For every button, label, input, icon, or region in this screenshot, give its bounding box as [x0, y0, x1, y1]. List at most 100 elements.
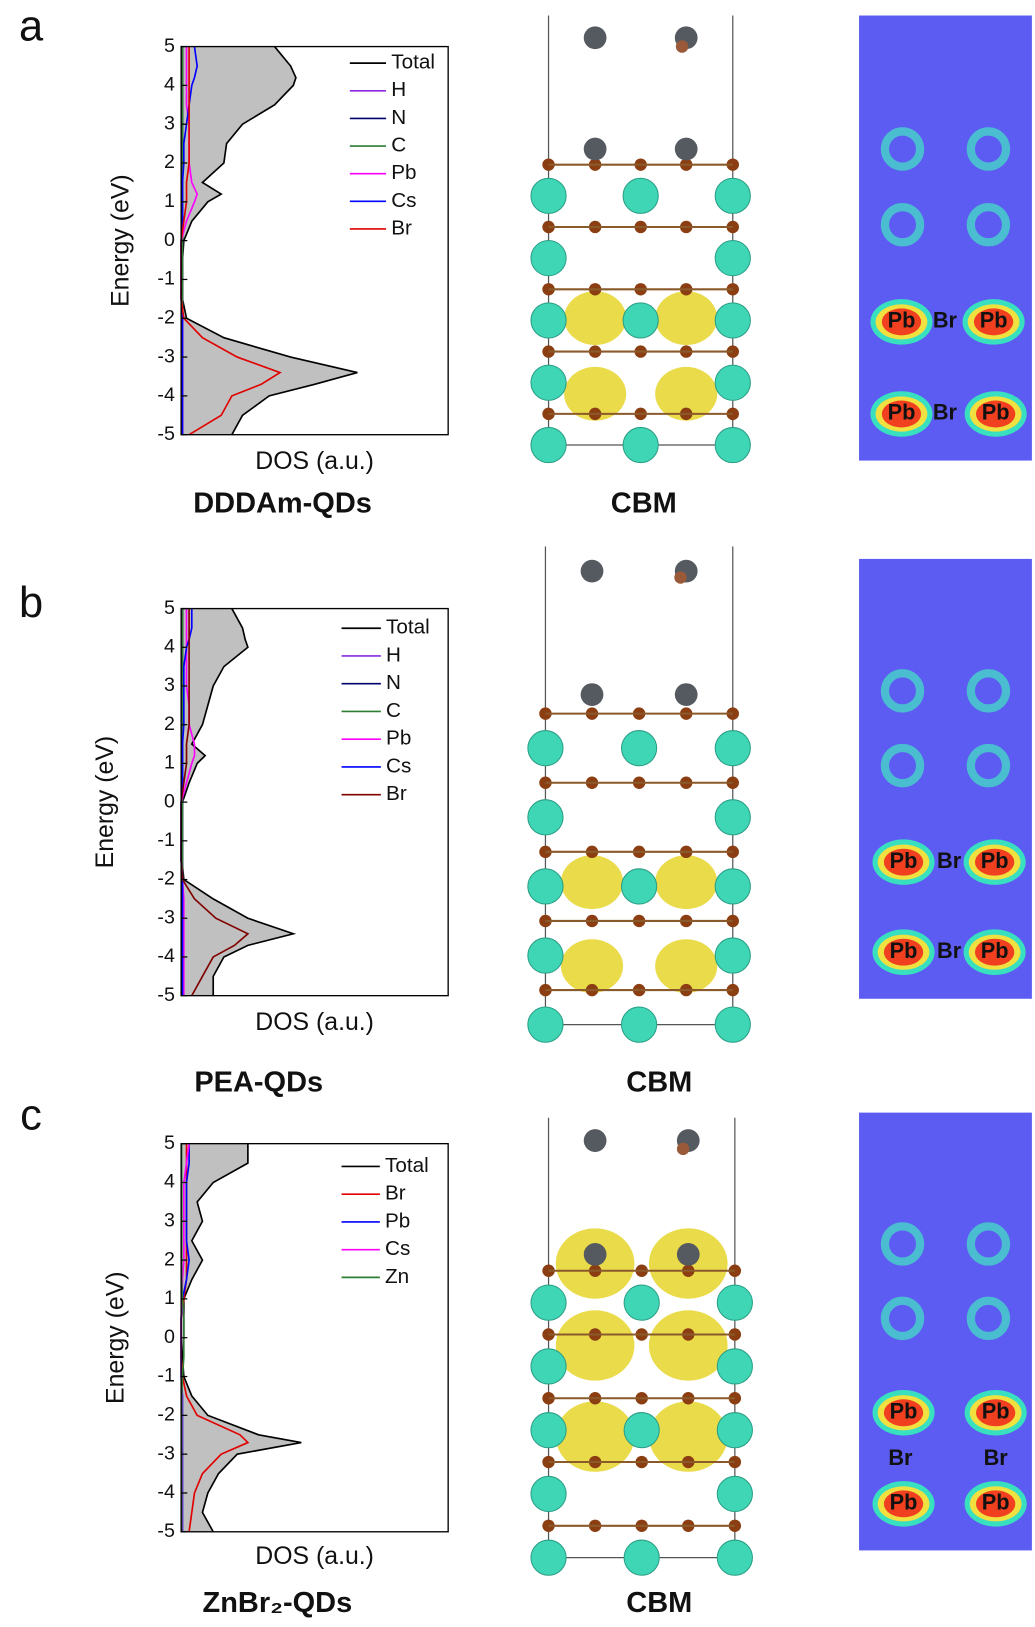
cs-atom [531, 365, 566, 400]
cs-atom [623, 427, 658, 462]
structure-caption: CBM [611, 488, 677, 520]
y-tick-label: -5 [157, 1520, 175, 1542]
y-tick-label: -4 [157, 384, 175, 406]
cs-atom [622, 1007, 657, 1042]
y-tick-label: -3 [157, 345, 175, 367]
cs-atom [715, 365, 750, 400]
legend-label: Cs [386, 754, 411, 777]
cs-atom [528, 938, 563, 973]
legend-label: Total [385, 1154, 429, 1177]
cs-atom [528, 1007, 563, 1042]
legend-label: C [386, 699, 401, 722]
cs-atom [623, 303, 658, 338]
cs-atom [624, 1413, 659, 1448]
y-tick-label: 2 [164, 1248, 175, 1270]
y-tick-label: 1 [164, 752, 175, 774]
legend-label: H [391, 78, 406, 101]
cs-atom [717, 1349, 752, 1384]
y-tick-label: 4 [164, 74, 175, 96]
legend-label: H [386, 643, 401, 666]
y-tick-label: 4 [164, 635, 175, 657]
cs-atom [531, 178, 566, 213]
cs-atom [717, 1285, 752, 1320]
legend-label: Pb [385, 1209, 410, 1232]
cs-atom [531, 303, 566, 338]
map-label: Pb [981, 938, 1009, 963]
cs-atom [715, 731, 750, 766]
map-label: Pb [888, 400, 916, 425]
map-label: Br [984, 1445, 1009, 1470]
y-tick-label: 5 [164, 35, 175, 57]
legend-label: Br [391, 216, 412, 239]
figure: aTotalHNCPbCsBr-5-4-3-2-1012345Energy (e… [0, 0, 1035, 1627]
cs-atom [715, 178, 750, 213]
map-label: Pb [982, 1398, 1010, 1423]
cs-atom [717, 1540, 752, 1575]
ligand-atom [676, 40, 688, 52]
charge-density [561, 855, 623, 909]
cs-atom [531, 1413, 566, 1448]
map-label: Pb [980, 308, 1008, 333]
x-axis-label: DOS (a.u.) [255, 448, 374, 475]
map-label: Pb [981, 848, 1009, 873]
legend-label: Total [386, 616, 430, 639]
map-label: Pb [982, 1490, 1010, 1515]
plot-frame [181, 1144, 448, 1532]
y-tick-label: -3 [157, 906, 175, 928]
y-axis-label: Energy (eV) [103, 1271, 130, 1403]
map-label: Pb [890, 1490, 918, 1515]
map-label: Br [937, 938, 962, 963]
charge-density [556, 1310, 635, 1380]
cs-atom [715, 1007, 750, 1042]
cs-atom [624, 1285, 659, 1320]
cs-atom [531, 1476, 566, 1511]
pb-atom [584, 1243, 607, 1266]
map-label: Br [888, 1445, 913, 1470]
y-tick-label: 1 [164, 1287, 175, 1309]
pb-atom [677, 1243, 700, 1266]
x-axis-label: DOS (a.u.) [255, 1009, 374, 1036]
y-tick-label: 2 [164, 151, 175, 173]
cs-atom [715, 427, 750, 462]
total-dos-fill [181, 1144, 301, 1532]
page: {"chart_data": [ {"type": "line", "panel… [0, 0, 1035, 1627]
legend-label: C [391, 134, 406, 157]
y-tick-label: -4 [157, 945, 175, 967]
cs-atom [531, 241, 566, 276]
total-dos-fill [181, 47, 357, 435]
cs-atom [717, 1413, 752, 1448]
structure-caption: CBM [626, 1587, 692, 1619]
pb-atom [584, 26, 607, 49]
y-tick-label: -2 [157, 306, 174, 328]
y-axis-label: Energy (eV) [108, 174, 135, 306]
y-tick-label: 0 [164, 1326, 175, 1348]
panel-letter: c [20, 1091, 42, 1139]
charge-density [649, 1310, 728, 1380]
legend-label: Total [391, 51, 435, 74]
cs-atom [715, 938, 750, 973]
legend-label: Cs [391, 189, 416, 212]
charge-density [564, 291, 626, 345]
y-tick-label: -1 [157, 1365, 174, 1387]
panel-caption: ZnBr₂-QDs [203, 1587, 353, 1619]
y-tick-label: 5 [164, 1132, 175, 1154]
charge-density [655, 291, 717, 345]
map-label: Pb [890, 848, 918, 873]
legend-label: Br [386, 782, 407, 805]
y-tick-label: 1 [164, 190, 175, 212]
panel-caption: DDDAm-QDs [193, 488, 372, 520]
y-tick-label: 0 [164, 229, 175, 251]
y-tick-label: 3 [164, 674, 175, 696]
ligand-atom [677, 1143, 689, 1155]
map-label: Br [933, 400, 958, 425]
cs-atom [622, 731, 657, 766]
y-tick-label: -5 [157, 984, 175, 1006]
y-tick-label: 0 [164, 790, 175, 812]
pb-atom [584, 1129, 607, 1152]
legend-label: N [391, 106, 406, 129]
legend-label: Cs [385, 1237, 410, 1260]
y-tick-label: -3 [157, 1442, 175, 1464]
pb-atom [584, 138, 607, 161]
y-tick-label: -1 [157, 268, 174, 290]
cs-atom [715, 241, 750, 276]
